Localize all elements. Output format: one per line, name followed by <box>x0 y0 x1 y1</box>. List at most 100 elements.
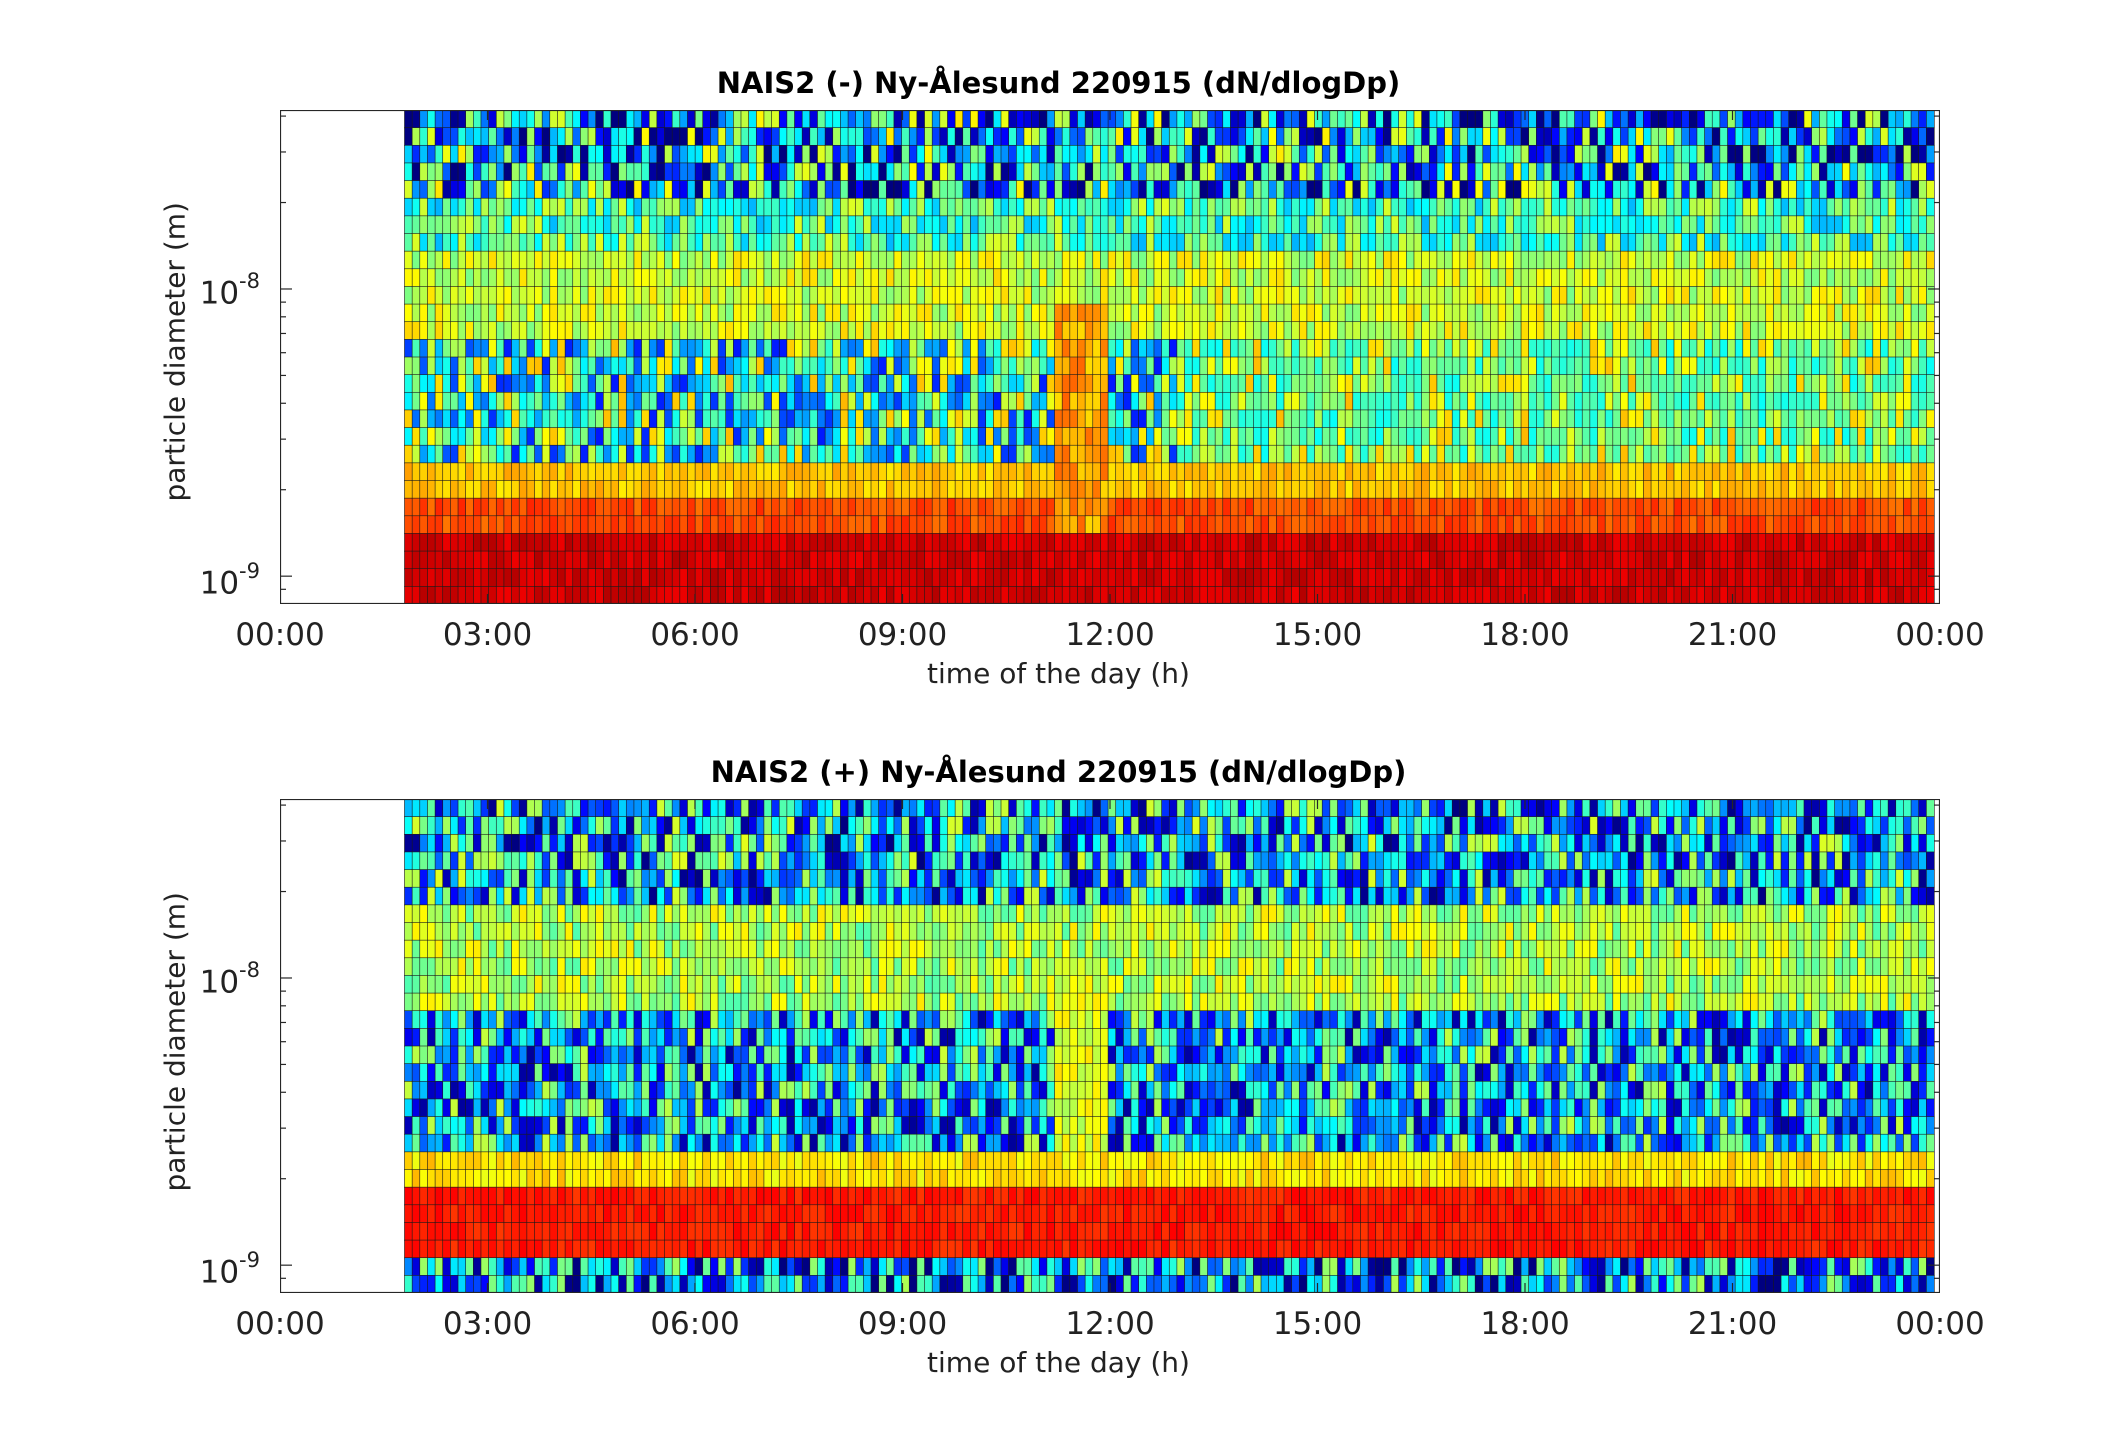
heatmap-cell <box>587 286 597 305</box>
heatmap-cell <box>480 127 490 146</box>
heatmap-cell <box>641 586 650 604</box>
heatmap-cell <box>488 586 497 604</box>
heatmap-cell <box>1551 197 1560 217</box>
heatmap-cell <box>1360 374 1369 393</box>
heatmap-cell <box>1650 550 1660 570</box>
heatmap-cell <box>1100 144 1109 164</box>
heatmap-cell <box>1276 444 1285 464</box>
heatmap-cell <box>1046 197 1056 217</box>
heatmap-cell <box>1245 250 1254 270</box>
heatmap-cell <box>1268 515 1277 535</box>
heatmap-cell <box>1750 515 1759 535</box>
heatmap-cell <box>908 427 918 446</box>
heatmap-cell <box>1168 444 1178 464</box>
heatmap-cell <box>1581 515 1591 535</box>
heatmap-cell <box>411 197 421 217</box>
heatmap-cell <box>679 427 689 446</box>
heatmap-cell <box>985 286 994 305</box>
heatmap-cell <box>755 321 765 340</box>
heatmap-cell <box>1742 144 1752 164</box>
heatmap-cell <box>633 515 643 535</box>
heatmap-cell <box>733 303 742 323</box>
heatmap-cell <box>404 356 413 376</box>
heatmap-cell <box>1497 409 1507 429</box>
heatmap-cell <box>1765 144 1774 164</box>
heatmap-cell <box>1367 162 1377 182</box>
heatmap-cell <box>1581 497 1591 517</box>
heatmap-cell <box>1467 480 1476 499</box>
heatmap-cell <box>1168 533 1178 552</box>
heatmap-cell <box>1711 110 1721 129</box>
heatmap-cell <box>954 391 964 411</box>
heatmap-cell <box>457 162 467 182</box>
heatmap-cell <box>1038 127 1048 146</box>
heatmap-cell <box>908 444 918 464</box>
heatmap-cell <box>970 303 979 323</box>
heatmap-cell <box>840 110 849 129</box>
heatmap-cell <box>1666 250 1675 270</box>
heatmap-cell <box>1390 180 1400 199</box>
heatmap-cell <box>1383 110 1392 129</box>
heatmap-cell <box>763 409 773 429</box>
heatmap-cell <box>1421 286 1430 305</box>
heatmap-cell <box>710 356 719 376</box>
heatmap-cell <box>1742 250 1752 270</box>
heatmap-cell <box>1536 391 1545 411</box>
heatmap-cell <box>1413 233 1423 252</box>
heatmap-cell <box>1184 550 1193 570</box>
heatmap-cell <box>557 286 566 305</box>
heatmap-cell <box>404 568 413 587</box>
heatmap-cell <box>1360 356 1369 376</box>
heatmap-cell <box>1146 586 1155 604</box>
heatmap-cell <box>1100 233 1109 252</box>
heatmap-cell <box>641 480 650 499</box>
heatmap-cell <box>404 233 413 252</box>
heatmap-cell <box>1375 444 1384 464</box>
heatmap-cell <box>1727 480 1736 499</box>
heatmap-cell <box>1268 586 1277 604</box>
heatmap-cell <box>1245 427 1254 446</box>
heatmap-cell <box>1352 110 1362 129</box>
heatmap-cell <box>1520 127 1530 146</box>
heatmap-cell <box>656 356 666 376</box>
heatmap-cell <box>847 462 857 482</box>
heatmap-cell <box>1352 197 1362 217</box>
heatmap-cell <box>885 391 895 411</box>
heatmap-cell <box>1505 515 1514 535</box>
heatmap-cell <box>656 250 666 270</box>
heatmap-cell <box>580 127 589 146</box>
heatmap-cell <box>595 427 604 446</box>
heatmap-cell <box>1383 339 1392 358</box>
heatmap-cell <box>1360 215 1369 235</box>
heatmap-cell <box>1436 144 1446 164</box>
heatmap-cell <box>1360 197 1369 217</box>
heatmap-cell <box>733 339 742 358</box>
heatmap-cell <box>1742 444 1752 464</box>
heatmap-cell <box>977 391 987 411</box>
heatmap-cell <box>495 321 505 340</box>
heatmap-cell <box>1199 356 1209 376</box>
heatmap-cell <box>1757 497 1767 517</box>
heatmap-cell <box>1207 409 1216 429</box>
heatmap-cell <box>855 286 864 305</box>
heatmap-cell <box>480 480 490 499</box>
heatmap-cell <box>434 497 444 517</box>
heatmap-cell <box>518 162 528 182</box>
heatmap-cell <box>656 427 666 446</box>
heatmap-cell <box>603 374 612 393</box>
heatmap-cell <box>809 286 819 305</box>
heatmap-cell <box>1719 427 1729 446</box>
heatmap-cell <box>541 286 551 305</box>
heatmap-cell <box>434 515 444 535</box>
heatmap-cell <box>1283 250 1293 270</box>
heatmap-cell <box>1528 462 1537 482</box>
heatmap-cell <box>1711 586 1721 604</box>
heatmap-cell <box>572 356 581 376</box>
heatmap-cell <box>717 215 727 235</box>
heatmap-cell <box>1490 321 1499 340</box>
heatmap-cell <box>564 144 574 164</box>
heatmap-cell <box>1253 462 1262 482</box>
heatmap-cell <box>457 339 467 358</box>
heatmap-cell <box>1253 586 1262 604</box>
heatmap-cell <box>404 462 413 482</box>
